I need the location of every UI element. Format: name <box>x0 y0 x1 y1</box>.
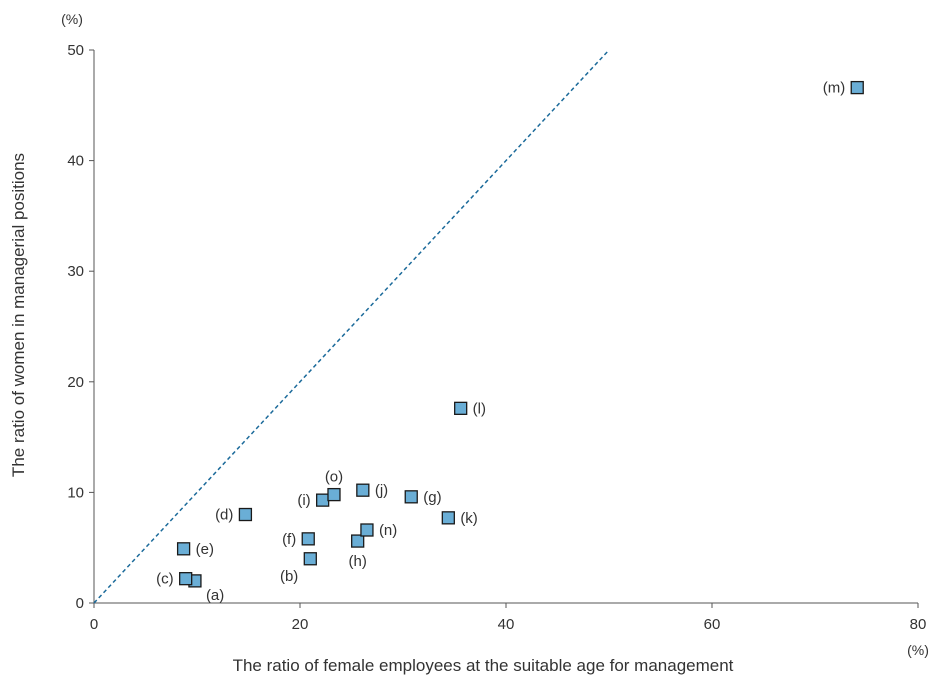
x-tick-label: 80 <box>910 616 927 633</box>
y-tick-label: 0 <box>76 595 84 612</box>
data-point-label: (d) <box>215 507 233 524</box>
data-point-label: (a) <box>206 587 224 604</box>
y-tick-label: 20 <box>67 374 84 391</box>
data-point-label: (g) <box>423 489 441 506</box>
data-point <box>360 523 374 537</box>
x-tick-label: 40 <box>498 616 515 633</box>
data-point <box>356 483 370 497</box>
x-axis-title: The ratio of female employees at the sui… <box>233 656 734 675</box>
data-point-label: (b) <box>280 568 298 585</box>
data-point-label: (l) <box>473 400 486 417</box>
data-point <box>404 490 418 504</box>
x-tick-label: 60 <box>704 616 721 633</box>
y-tick-label: 10 <box>67 484 84 501</box>
data-point-label: (c) <box>156 571 174 588</box>
data-point-label: (e) <box>196 541 214 558</box>
reference-line-group <box>93 49 610 604</box>
data-point-label: (i) <box>297 492 310 509</box>
y-axis-unit: (%) <box>61 11 83 27</box>
data-point <box>351 534 365 548</box>
data-point <box>238 507 253 522</box>
y-tick-label: 50 <box>67 42 84 59</box>
data-point <box>327 487 341 502</box>
y-tick-label: 40 <box>67 153 84 170</box>
data-point <box>179 572 193 586</box>
x-tick-label: 20 <box>292 616 309 633</box>
data-point-label: (j) <box>375 482 388 499</box>
x-tick-label: 0 <box>90 616 98 633</box>
data-point <box>176 542 191 556</box>
x-axis-unit: (%) <box>907 642 929 658</box>
y-tick-label: 30 <box>67 263 84 280</box>
data-point <box>301 532 315 546</box>
y-axis-title: The ratio of women in managerial positio… <box>9 153 28 477</box>
data-point-label: (o) <box>325 469 343 486</box>
data-point <box>316 493 330 507</box>
reference-line <box>93 49 610 604</box>
data-point-label: (k) <box>460 510 478 527</box>
data-point-label: (n) <box>379 522 397 539</box>
data-point <box>303 552 317 566</box>
axes: 0 10 20 30 40 50 0 20 40 60 80 <box>67 42 926 633</box>
points-group: (a) (b) (c) (d)(e) (f) (g) (h) (i) (j) (k) (l) (m) (… <box>156 80 864 604</box>
data-point-label: (m) <box>823 80 846 97</box>
data-point-label: (h) <box>349 553 367 570</box>
data-point <box>850 80 864 95</box>
data-point <box>441 511 455 525</box>
data-point <box>454 401 468 415</box>
data-point-label: (f) <box>282 531 296 548</box>
